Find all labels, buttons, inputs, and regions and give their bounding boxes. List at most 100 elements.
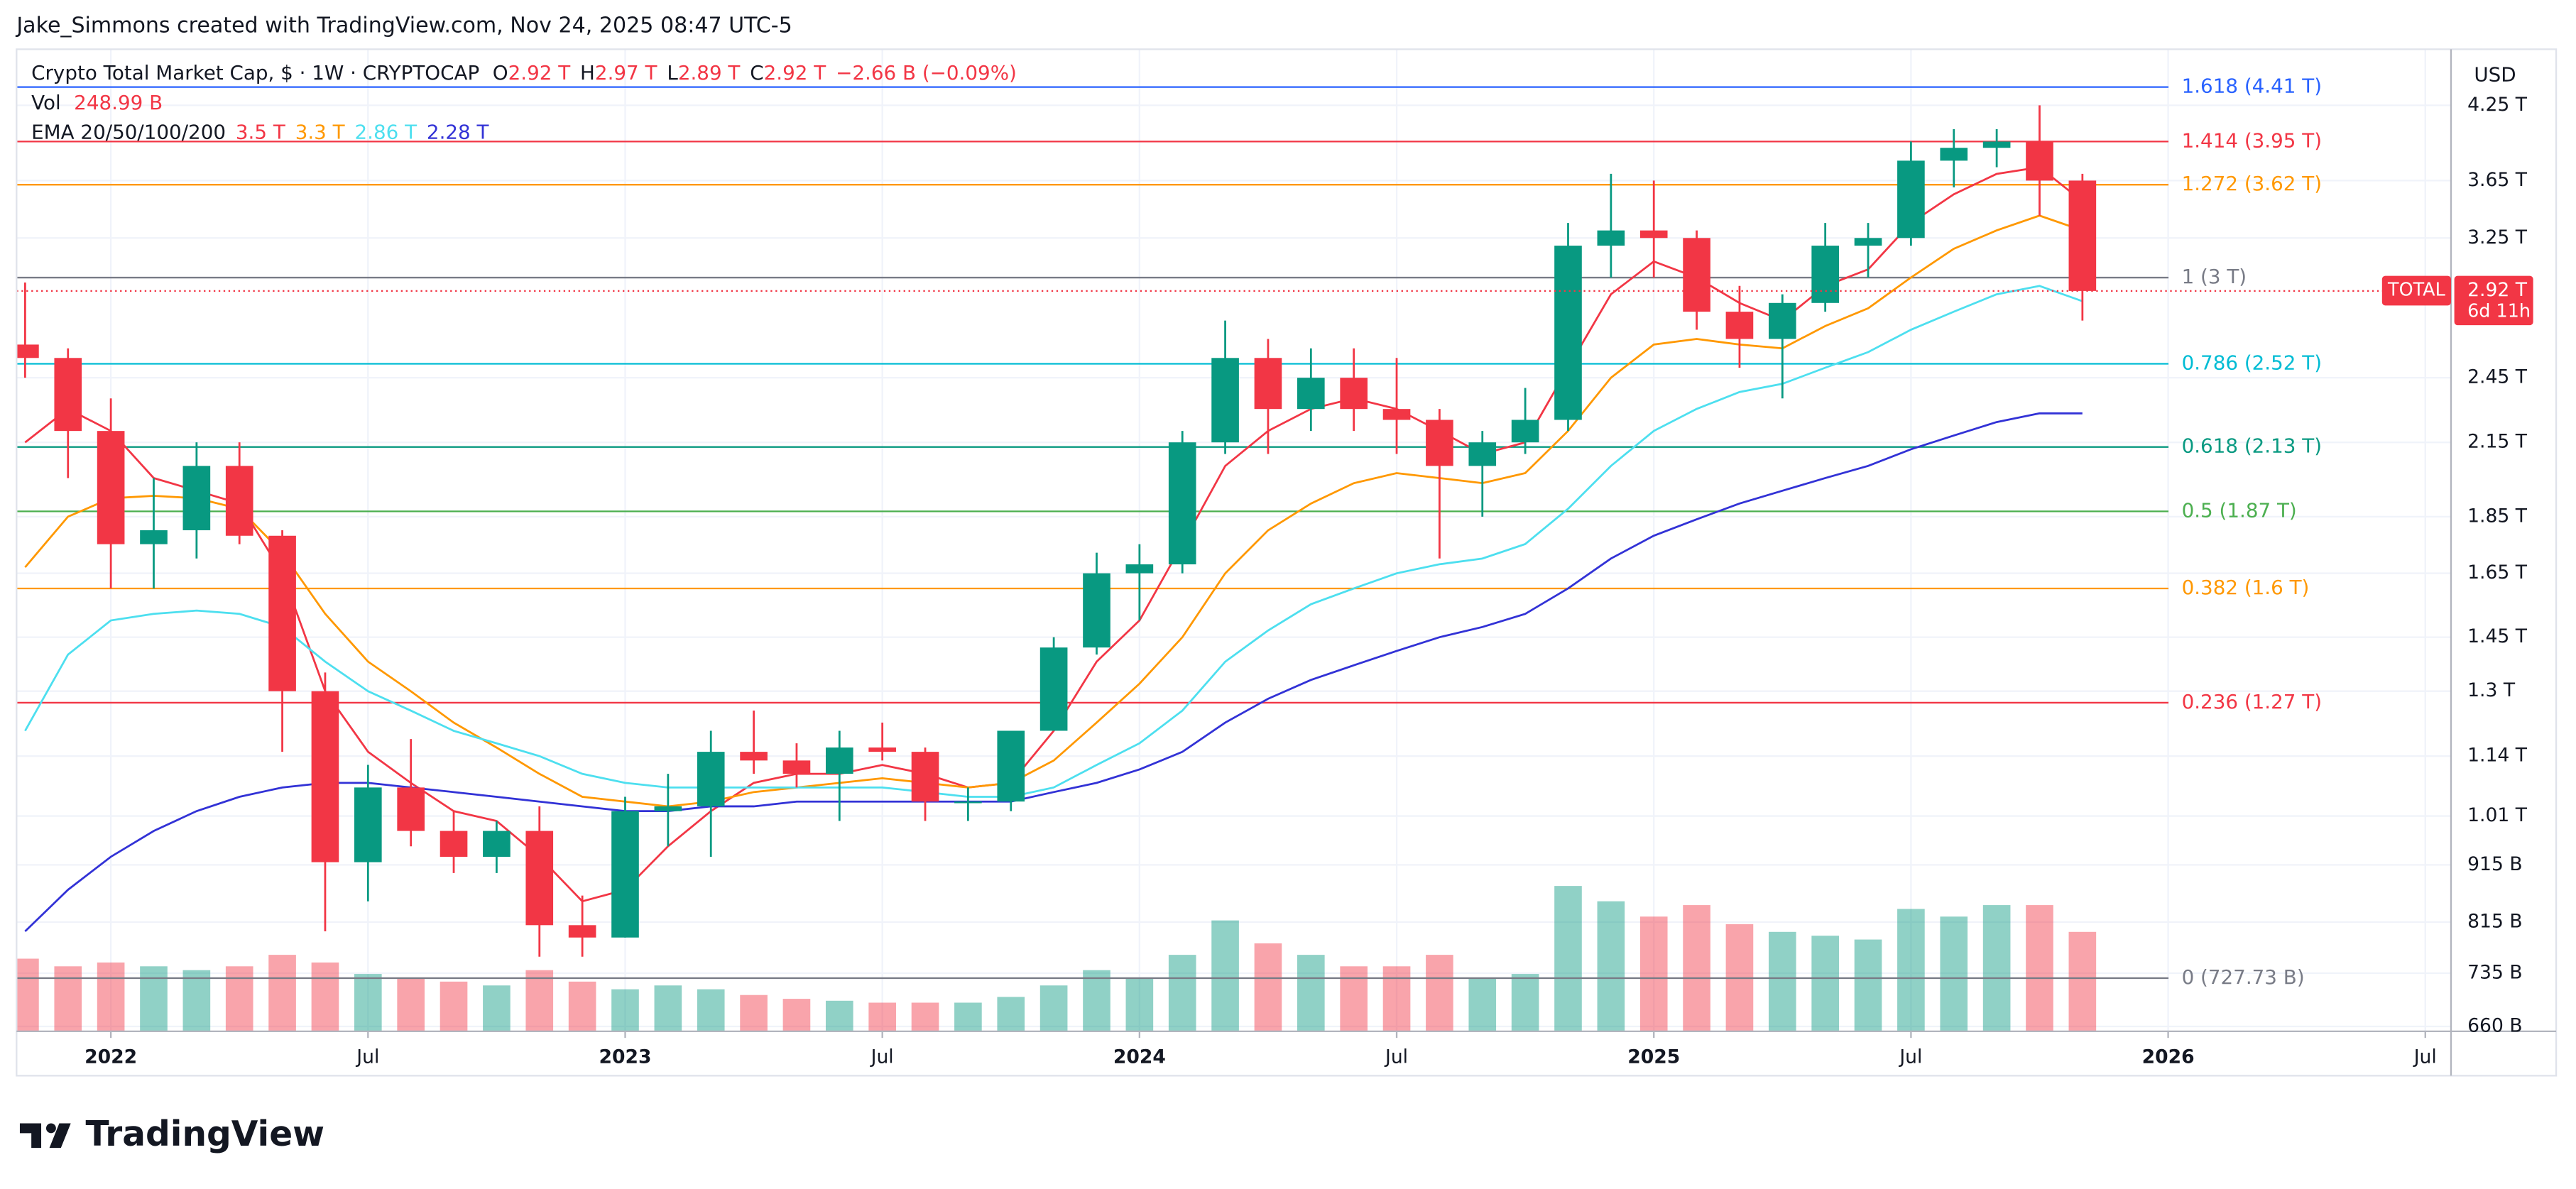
candle-body	[225, 466, 253, 536]
brand-logo-dot	[45, 1123, 56, 1134]
tag-countdown: 6d 11h	[2467, 300, 2531, 322]
candle-body	[525, 831, 554, 926]
volume-bar	[568, 981, 596, 1031]
ohlc-value: 2.97 T	[595, 61, 658, 84]
candle-body	[911, 752, 939, 802]
ohlc-key: L	[667, 61, 678, 84]
candle-body	[483, 831, 511, 857]
candle-body	[825, 747, 853, 774]
legend-symbol: Crypto Total Market Cap, $ · 1W · CRYPTO…	[31, 61, 479, 84]
fib-label: 1 (3 T)	[2182, 265, 2247, 288]
candle-body	[97, 431, 125, 544]
volume-bar	[611, 989, 639, 1031]
candle-body	[1382, 409, 1411, 420]
candle-body	[182, 466, 211, 530]
volume-bar	[140, 966, 168, 1031]
y-tick-label: 735 B	[2467, 962, 2522, 984]
volume-bar	[1340, 966, 1368, 1031]
fib-label: 0.786 (2.52 T)	[2182, 351, 2322, 375]
candle-body	[1597, 230, 1625, 246]
volume-bar	[1297, 955, 1325, 1031]
ema-label: EMA 20/50/100/200	[31, 120, 226, 143]
x-tick-label: Jul	[2413, 1046, 2437, 1068]
candle-body	[654, 806, 682, 811]
legend: Crypto Total Market Cap, $ · 1W · CRYPTO…	[31, 61, 1017, 143]
volume-bar	[1811, 936, 1839, 1031]
volume-bar	[1039, 985, 1068, 1031]
volume-bar	[1554, 886, 1582, 1031]
volume-bar	[1897, 909, 1925, 1031]
ohlc-key: H	[580, 61, 595, 84]
brand-name: TradingView	[85, 1114, 324, 1154]
candle-body	[868, 747, 896, 752]
volume-bar	[1597, 901, 1625, 1031]
volume-bar	[1083, 970, 1110, 1031]
volume-bar	[868, 1002, 896, 1031]
volume-bar	[225, 966, 253, 1031]
candle-body	[1083, 573, 1110, 648]
y-tick-label: 1.85 T	[2467, 505, 2528, 527]
volume-bar	[397, 977, 425, 1031]
legend-change: −2.66 B (−0.09%)	[836, 61, 1017, 84]
volume-bar	[654, 985, 682, 1031]
candle-body	[2026, 141, 2053, 181]
candle-body	[1725, 312, 1754, 339]
candle-body	[140, 530, 168, 544]
fib-label: 1.618 (4.41 T)	[2182, 75, 2322, 98]
volume-bar	[1511, 974, 1539, 1031]
fib-label: 0 (727.73 B)	[2182, 965, 2305, 989]
y-tick-label: 2.45 T	[2467, 366, 2528, 388]
candle-body	[1854, 238, 1882, 246]
candle-body	[1125, 564, 1154, 574]
volume-bar	[740, 995, 768, 1031]
candle-body	[997, 730, 1025, 802]
candle-body	[2068, 180, 2097, 291]
candle-body	[1340, 378, 1368, 410]
ema-value: 3.3 T	[295, 120, 346, 143]
x-tick-label: Jul	[1384, 1046, 1408, 1068]
y-tick-label: 4.25 T	[2467, 94, 2528, 116]
candle-body	[354, 787, 382, 862]
x-tick-label: 2025	[1627, 1046, 1680, 1068]
fib-label: 0.618 (2.13 T)	[2182, 434, 2322, 458]
price-tag: TOTAL 2.92 T 6d 11h	[2381, 275, 2533, 326]
y-tick-label: 3.25 T	[2467, 226, 2528, 248]
volume-bar	[1254, 943, 1282, 1031]
candle-body	[1811, 246, 1839, 303]
fib-label: 0.5 (1.87 T)	[2182, 498, 2297, 522]
axes: 660 B 735 B 815 B 915 B 1.01 T 1.14 T 1.3 T 1.4…	[84, 94, 2528, 1068]
volume-bar	[1168, 955, 1196, 1031]
fib-label: 0.382 (1.6 T)	[2182, 576, 2310, 599]
volume-bar	[1382, 966, 1411, 1031]
currency-button[interactable]	[2460, 57, 2533, 94]
volume-bar	[825, 1000, 853, 1031]
candle-body	[782, 760, 811, 774]
volume-bar	[54, 966, 82, 1031]
ema-line	[24, 285, 2083, 798]
candle-body	[1168, 442, 1196, 565]
volume-bar	[16, 958, 39, 1031]
candles	[16, 105, 2451, 957]
x-tick-label: 2026	[2142, 1046, 2195, 1068]
candle-body	[1426, 420, 1453, 466]
volume-bar	[1940, 916, 1968, 1031]
candle-body	[1468, 442, 1497, 466]
candle-body	[954, 801, 982, 804]
y-tick-label: 1.45 T	[2467, 625, 2528, 647]
volume-bar	[954, 1002, 982, 1031]
volume-bar	[2026, 905, 2053, 1031]
fib-levels: 1.618 (4.41 T) 1.414 (3.95 T) 1.272 (3.62 …	[16, 75, 2322, 989]
candle-body	[54, 358, 82, 432]
currency[interactable]: USD	[2474, 62, 2516, 86]
candle-body	[1039, 647, 1068, 731]
candle-body	[568, 925, 596, 938]
volume-bar	[1639, 916, 1668, 1031]
volume-bar	[1854, 939, 1882, 1031]
candle-body	[740, 752, 768, 761]
x-tick-label: Jul	[355, 1046, 379, 1068]
ema-value: 2.86 T	[354, 120, 417, 143]
y-tick-label: 815 B	[2467, 911, 2522, 933]
chart-frame	[16, 48, 2558, 1077]
